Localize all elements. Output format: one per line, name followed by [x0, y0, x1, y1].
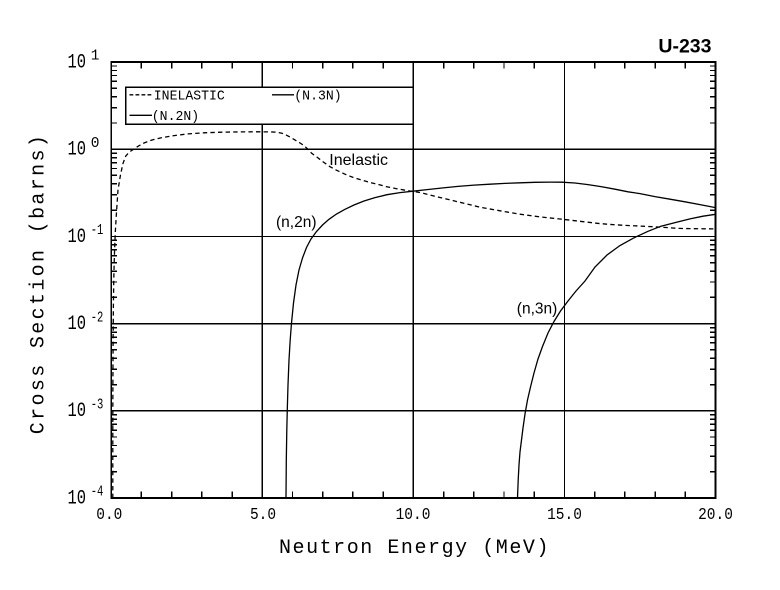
svg-text:10: 10 [68, 139, 87, 162]
svg-text:0.0: 0.0 [96, 505, 122, 524]
svg-text:Neutron Energy (MeV): Neutron Energy (MeV) [279, 537, 550, 560]
svg-text:10: 10 [68, 400, 87, 423]
svg-text:15.0: 15.0 [547, 505, 582, 524]
svg-text:Inelastic: Inelastic [329, 152, 388, 169]
svg-text:10: 10 [68, 226, 87, 249]
svg-text:5.0: 5.0 [250, 505, 276, 524]
svg-text:U-233: U-233 [658, 36, 711, 58]
svg-text:INELASTIC: INELASTIC [154, 90, 225, 105]
svg-text:-1: -1 [91, 223, 104, 239]
svg-text:(N.2N): (N.2N) [152, 110, 199, 125]
svg-text:-2: -2 [91, 310, 104, 326]
svg-text:-3: -3 [91, 398, 104, 414]
svg-text:-4: -4 [91, 485, 104, 501]
svg-text:10: 10 [68, 51, 87, 74]
svg-text:10: 10 [68, 487, 87, 510]
svg-text:0: 0 [91, 136, 100, 152]
svg-text:(n,2n): (n,2n) [276, 214, 317, 231]
svg-text:10.0: 10.0 [396, 505, 431, 524]
svg-text:10: 10 [68, 313, 87, 336]
svg-text:1: 1 [91, 49, 100, 65]
svg-text:Cross Section (barns): Cross Section (barns) [28, 133, 51, 434]
svg-text:(N.3N): (N.3N) [294, 90, 341, 105]
svg-text:(n,3n): (n,3n) [517, 300, 558, 317]
svg-text:20.0: 20.0 [698, 505, 733, 524]
